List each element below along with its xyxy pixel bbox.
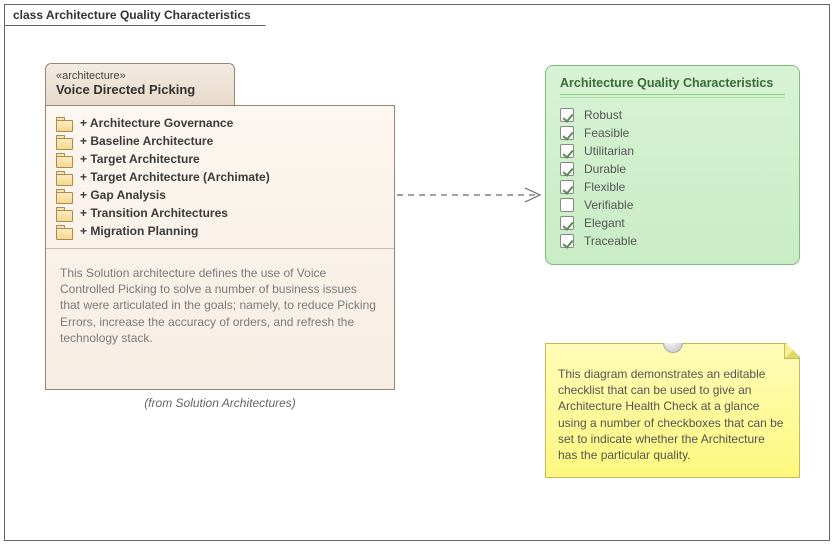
architecture-from-label: (from Solution Architectures) <box>45 396 395 410</box>
architecture-item[interactable]: + Gap Analysis <box>52 186 388 204</box>
checklist-row[interactable]: Flexible <box>560 178 785 196</box>
architecture-item[interactable]: + Target Architecture (Archimate) <box>52 168 388 186</box>
architecture-item-list: + Architecture Governance + Baseline Arch… <box>46 106 394 249</box>
architecture-header: «architecture» Voice Directed Picking <box>45 63 235 105</box>
architecture-item-label: + Target Architecture (Archimate) <box>80 170 270 184</box>
folder-icon <box>56 207 72 220</box>
folder-icon <box>56 225 72 238</box>
checklist-divider <box>560 97 785 98</box>
checklist-item-label: Utilitarian <box>584 144 634 158</box>
checkbox[interactable] <box>560 162 574 176</box>
architecture-item-label: + Architecture Governance <box>80 116 233 130</box>
checklist-items: Robust Feasible Utilitarian Durable Flexible… <box>560 106 785 250</box>
checklist-row[interactable]: Durable <box>560 160 785 178</box>
architecture-item[interactable]: + Migration Planning <box>52 222 388 240</box>
architecture-item[interactable]: + Baseline Architecture <box>52 132 388 150</box>
folder-icon <box>56 189 72 202</box>
folder-icon <box>56 153 72 166</box>
checkbox[interactable] <box>560 108 574 122</box>
checklist-row[interactable]: Traceable <box>560 232 785 250</box>
architecture-title: Voice Directed Picking <box>56 82 224 97</box>
architecture-stereotype: «architecture» <box>56 70 224 82</box>
architecture-item-label: + Gap Analysis <box>80 188 166 202</box>
checklist-title: Architecture Quality Characteristics <box>560 76 785 95</box>
checklist-row[interactable]: Verifiable <box>560 196 785 214</box>
checklist-item-label: Robust <box>584 108 622 122</box>
architecture-item-label: + Migration Planning <box>80 224 198 238</box>
architecture-item-label: + Baseline Architecture <box>80 134 213 148</box>
checkbox[interactable] <box>560 180 574 194</box>
checklist-item-label: Flexible <box>584 180 625 194</box>
checklist-item-label: Traceable <box>584 234 637 248</box>
diagram-frame: class Architecture Quality Characteristi… <box>4 4 830 541</box>
checklist-row[interactable]: Elegant <box>560 214 785 232</box>
checklist-row[interactable]: Feasible <box>560 124 785 142</box>
checklist-item-label: Verifiable <box>584 198 633 212</box>
architecture-item-label: + Target Architecture <box>80 152 200 166</box>
explanatory-note[interactable]: This diagram demonstrates an editable ch… <box>545 343 800 478</box>
folder-icon <box>56 171 72 184</box>
dependency-arrow <box>395 185 550 205</box>
checkbox[interactable] <box>560 126 574 140</box>
checklist-row[interactable]: Robust <box>560 106 785 124</box>
folder-icon <box>56 117 72 130</box>
checklist-row[interactable]: Utilitarian <box>560 142 785 160</box>
frame-title: class Architecture Quality Characteristi… <box>4 4 266 26</box>
architecture-item[interactable]: + Architecture Governance <box>52 114 388 132</box>
checkbox[interactable] <box>560 144 574 158</box>
architecture-package[interactable]: «architecture» Voice Directed Picking + … <box>45 63 395 410</box>
checklist-item-label: Durable <box>584 162 626 176</box>
checkbox[interactable] <box>560 198 574 212</box>
checklist-item-label: Elegant <box>584 216 625 230</box>
quality-checklist[interactable]: Architecture Quality Characteristics Rob… <box>545 65 800 265</box>
note-pin-icon <box>663 333 683 353</box>
architecture-description: This Solution architecture defines the u… <box>46 249 394 389</box>
architecture-body: + Architecture Governance + Baseline Arch… <box>45 105 395 390</box>
checkbox[interactable] <box>560 234 574 248</box>
note-text: This diagram demonstrates an editable ch… <box>558 367 783 462</box>
architecture-item[interactable]: + Target Architecture <box>52 150 388 168</box>
checkbox[interactable] <box>560 216 574 230</box>
folder-icon <box>56 135 72 148</box>
checklist-item-label: Feasible <box>584 126 629 140</box>
architecture-item-label: + Transition Architectures <box>80 206 228 220</box>
architecture-item[interactable]: + Transition Architectures <box>52 204 388 222</box>
